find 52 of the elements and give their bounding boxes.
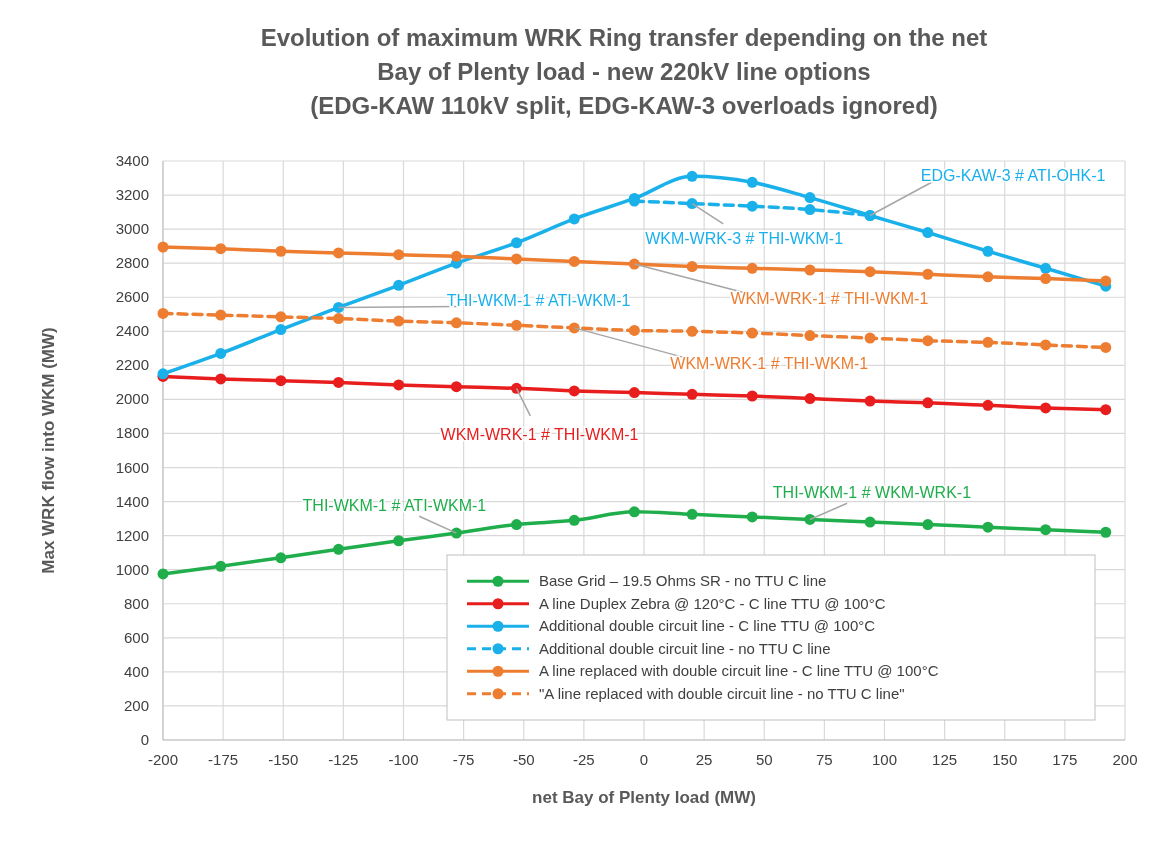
annotation: EDG-KAW-3 # ATI-OHK-1 [920, 167, 1106, 185]
annotation: WKM-WRK-1 # THI-WKM-1 [440, 426, 639, 444]
x-tick-label: 125 [932, 751, 958, 768]
annotation: THI-WKM-1 # WKM-WRK-1 [772, 484, 972, 502]
x-tick-label: -200 [147, 751, 179, 768]
x-tick-label: -125 [328, 751, 359, 768]
y-tick-label: 2200 [115, 356, 149, 374]
x-axis-title: net Bay of Plenty load (MW) [532, 788, 756, 807]
x-tick-label: 150 [992, 751, 1018, 768]
y-tick-label: 2600 [115, 288, 149, 306]
x-tick-label: 75 [816, 751, 833, 768]
y-axis-title: Max WRK flow into WKM (MW) [39, 327, 58, 574]
y-tick-label: 200 [123, 696, 149, 714]
x-tick-label: 0 [639, 751, 649, 768]
y-tick-label: 1600 [115, 458, 149, 476]
y-tick-label: 1400 [115, 492, 149, 510]
legend-label: Base Grid – 19.5 Ohms SR - no TTU C line [539, 572, 827, 590]
x-tick-label: -50 [512, 751, 535, 768]
legend-label: Additional double circuit line - no TTU C line [539, 639, 831, 657]
x-tick-label: 200 [1112, 751, 1138, 768]
x-tick-label: -175 [208, 751, 239, 768]
y-tick-label: 1200 [115, 526, 149, 544]
x-tick-label: -25 [573, 751, 595, 768]
y-tick-label: 3200 [115, 186, 149, 204]
y-tick-label: 3400 [115, 152, 149, 169]
legend-label: A line Duplex Zebra @ 120°C - C line TTU @ 100°C [539, 594, 886, 612]
y-tick-label: 1000 [115, 560, 149, 578]
y-tick-label: 2800 [115, 254, 149, 272]
annotation: THI-WKM-1 # ATI-WKM-1 [302, 497, 487, 515]
y-tick-label: 2000 [115, 390, 149, 408]
annotation: THI-WKM-1 # ATI-WKM-1 [446, 292, 631, 310]
x-tick-label: -150 [268, 751, 299, 768]
legend-label: "A line replaced with double circuit line - no TTU C line" [539, 684, 905, 702]
y-tick-label: 3000 [115, 220, 149, 238]
x-tick-label: 100 [871, 751, 898, 768]
y-tick-label: 0 [140, 731, 149, 748]
y-tick-label: 800 [123, 594, 149, 612]
x-tick-label: 25 [695, 751, 713, 768]
annotation: WKM-WRK-1 # THI-WKM-1 [730, 290, 929, 308]
chart-title: Evolution of maximum WRK Ring transfer depending on the net Bay of Plenty load - new 220kV line options (EDG-KAW 110kV split, EDG-KAW-3 overloads ignored) [260, 24, 988, 119]
x-tick-label: 50 [755, 751, 773, 768]
y-tick-label: 2400 [115, 322, 149, 340]
annotation: WKM-WRK-1 # THI-WKM-1 [670, 354, 869, 372]
legend-label: A line replaced with double circuit line - C line TTU @ 100°C [539, 662, 939, 680]
x-tick-label: -75 [452, 751, 475, 768]
y-tick-label: 600 [123, 628, 149, 646]
legend-label: Additional double circuit line - C line TTU @ 100°C [539, 617, 876, 635]
x-tick-label: 175 [1052, 751, 1078, 768]
y-tick-label: 400 [123, 662, 149, 680]
y-tick-label: 1800 [115, 424, 149, 442]
annotation: WKM-WRK-3 # THI-WKM-1 [645, 229, 844, 247]
x-tick-label: -100 [388, 751, 419, 768]
